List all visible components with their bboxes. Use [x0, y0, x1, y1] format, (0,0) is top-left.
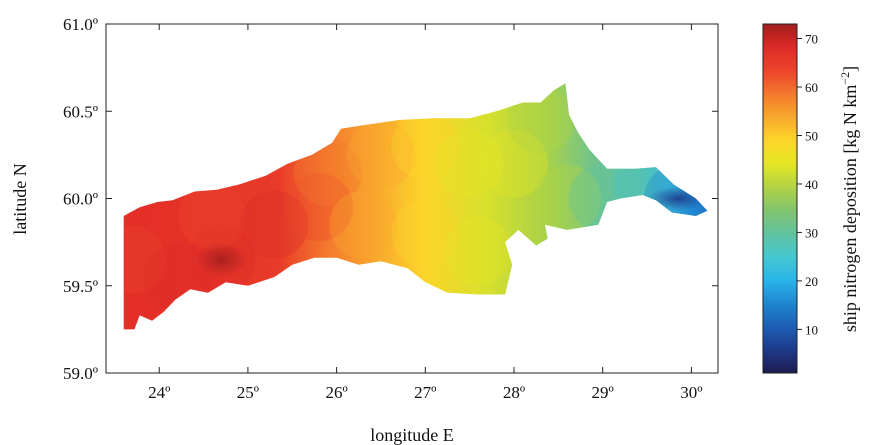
x-tick-label-5: 29º — [592, 383, 614, 402]
y-tick-label-1: 59.5º — [63, 277, 98, 296]
field-sample-4 — [240, 190, 309, 259]
x-tick-label-2: 26º — [325, 383, 347, 402]
x-axis-title: longitude E — [370, 425, 454, 445]
field-sample-0 — [123, 225, 167, 294]
colorbar-tick-label-5: 60 — [805, 80, 818, 95]
x-axis: 24º 25º 26º 27º 28º 29º 30º — [148, 24, 703, 402]
field-sample-11 — [444, 216, 513, 285]
x-tick-label-6: 30º — [680, 383, 702, 402]
y-tick-label-0: 59.0º — [63, 364, 98, 383]
colorbar-title-main: ship nitrogen deposition [kg N km — [840, 85, 860, 332]
field-sample-14 — [506, 86, 575, 154]
colorbar-tick-label-6: 70 — [805, 32, 818, 47]
x-tick-label-0: 24º — [148, 383, 170, 402]
x-tick-label-4: 28º — [503, 383, 525, 402]
field-sample-12 — [435, 129, 504, 198]
field-sample-15 — [533, 164, 602, 233]
field-maximum — [195, 241, 248, 278]
colorbar-title: ship nitrogen deposition [kg N km−2] — [838, 66, 860, 332]
y-tick-label-2: 60.0º — [63, 190, 98, 209]
colorbar-tick-label-3: 40 — [805, 177, 818, 192]
x-tick-label-1: 25º — [237, 383, 259, 402]
colorbar: 10 20 30 40 50 60 70 — [762, 23, 818, 374]
colorbar-scale — [762, 23, 798, 374]
field-sample-7 — [329, 190, 398, 259]
y-axis: 59.0º 59.5º 60.0º 60.5º 61.0º — [63, 15, 718, 383]
x-tick-label-3: 27º — [414, 383, 436, 402]
colorbar-tick-label-4: 50 — [805, 128, 818, 143]
field-sample-5 — [284, 173, 353, 242]
field-sample-13 — [480, 129, 548, 198]
colorbar-title-suffix: ] — [840, 66, 860, 72]
field-sample-6 — [293, 138, 362, 207]
colorbar-tick-label-2: 30 — [805, 225, 818, 240]
y-tick-label-3: 60.5º — [63, 102, 98, 121]
field-sample-3 — [178, 182, 247, 250]
field-sample-8 — [347, 120, 415, 189]
colorbar-tick-label-0: 10 — [805, 322, 818, 337]
colorbar-title-exponent: −2 — [838, 72, 852, 85]
y-tick-label-4: 61.0º — [63, 15, 98, 34]
field-sample-9 — [391, 199, 460, 268]
field-sample-10 — [391, 112, 460, 181]
y-axis-title: latitude N — [10, 163, 30, 234]
colorbar-tick-label-1: 20 — [805, 274, 818, 289]
